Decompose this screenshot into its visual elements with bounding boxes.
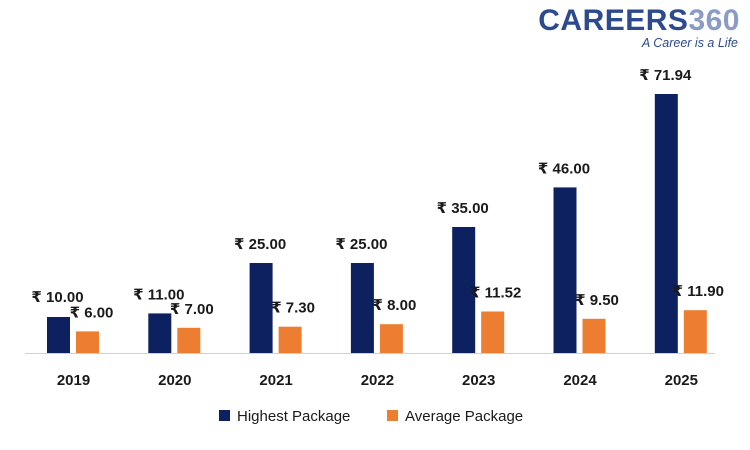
bar-highest-2023 [452,227,476,353]
x-tick-label-2021: 2021 [259,372,292,389]
data-label-average-2022: ₹ 8.00 [372,297,416,314]
bar-highest-2021 [249,263,273,353]
data-label-highest-2025: ₹ 71.94 [639,67,692,84]
x-tick-label-2023: 2023 [462,372,495,389]
data-label-highest-2020: ₹ 11.00 [133,286,184,303]
data-label-average-2024: ₹ 9.50 [575,292,619,309]
bar-highest-2025 [654,94,678,353]
legend-label-average: Average Package [405,408,523,425]
data-label-highest-2024: ₹ 46.00 [538,160,590,177]
bar-highest-2019 [47,317,70,353]
bar-average-2022 [379,324,403,353]
bar-average-2020 [177,327,201,353]
data-label-highest-2022: ₹ 25.00 [335,236,387,253]
bar-average-2025 [683,310,707,353]
x-tick-label-2022: 2022 [361,372,394,389]
legend-swatch-average [387,410,398,421]
logo-wordmark: CAREERS360 [538,6,740,36]
x-tick-label-2019: 2019 [57,372,90,389]
careers360-logo: CAREERS360 A Career is a Life [538,6,740,51]
bar-average-2023 [481,311,505,353]
x-tick-label-2024: 2024 [563,372,597,389]
data-label-average-2019: ₹ 6.00 [70,304,114,321]
x-tick-label-2025: 2025 [665,372,698,389]
data-label-highest-2023: ₹ 35.00 [437,200,489,217]
data-label-average-2020: ₹ 7.00 [170,301,214,318]
data-label-average-2025: ₹ 11.90 [673,283,724,300]
x-tick-label-2020: 2020 [158,372,191,389]
legend-label-highest: Highest Package [237,408,350,425]
bar-average-2021 [278,326,302,353]
bar-highest-2024 [553,187,577,353]
bar-highest-2020 [148,313,172,353]
data-label-average-2023: ₹ 11.52 [470,285,521,302]
logo-tagline: A Career is a Life [641,36,738,50]
bar-average-2019 [76,331,99,353]
bar-average-2024 [582,318,606,353]
logo-name-part1: CAREERS [538,4,689,37]
data-label-highest-2019: ₹ 10.00 [31,289,83,306]
bar-highest-2022 [350,263,374,353]
data-label-highest-2021: ₹ 25.00 [234,236,286,253]
logo-name-part2: 360 [688,4,740,37]
legend-swatch-highest [219,410,230,421]
data-label-average-2021: ₹ 7.30 [271,300,315,317]
